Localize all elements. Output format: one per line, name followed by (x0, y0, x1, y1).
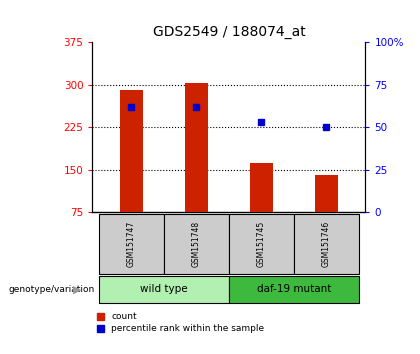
Bar (185, 83, 208, 212)
Text: GSM151748: GSM151748 (192, 221, 201, 267)
Text: ▶: ▶ (74, 284, 82, 295)
Title: GDS2549 / 188074_at: GDS2549 / 188074_at (152, 25, 305, 39)
Bar (294, 214, 359, 274)
Bar (229, 276, 359, 303)
Bar (120, 90, 143, 212)
Bar (229, 214, 294, 274)
Bar (99, 276, 229, 303)
Bar (315, 175, 338, 212)
Text: GSM151745: GSM151745 (257, 221, 266, 267)
Text: daf-19 mutant: daf-19 mutant (257, 284, 331, 295)
Text: genotype/variation: genotype/variation (8, 285, 95, 294)
Text: GSM151746: GSM151746 (322, 221, 331, 267)
Bar (164, 214, 229, 274)
Bar (99, 214, 164, 274)
Bar (250, 163, 273, 212)
Text: GSM151747: GSM151747 (127, 221, 136, 267)
Legend: count, percentile rank within the sample: count, percentile rank within the sample (97, 313, 265, 333)
Text: wild type: wild type (140, 284, 188, 295)
